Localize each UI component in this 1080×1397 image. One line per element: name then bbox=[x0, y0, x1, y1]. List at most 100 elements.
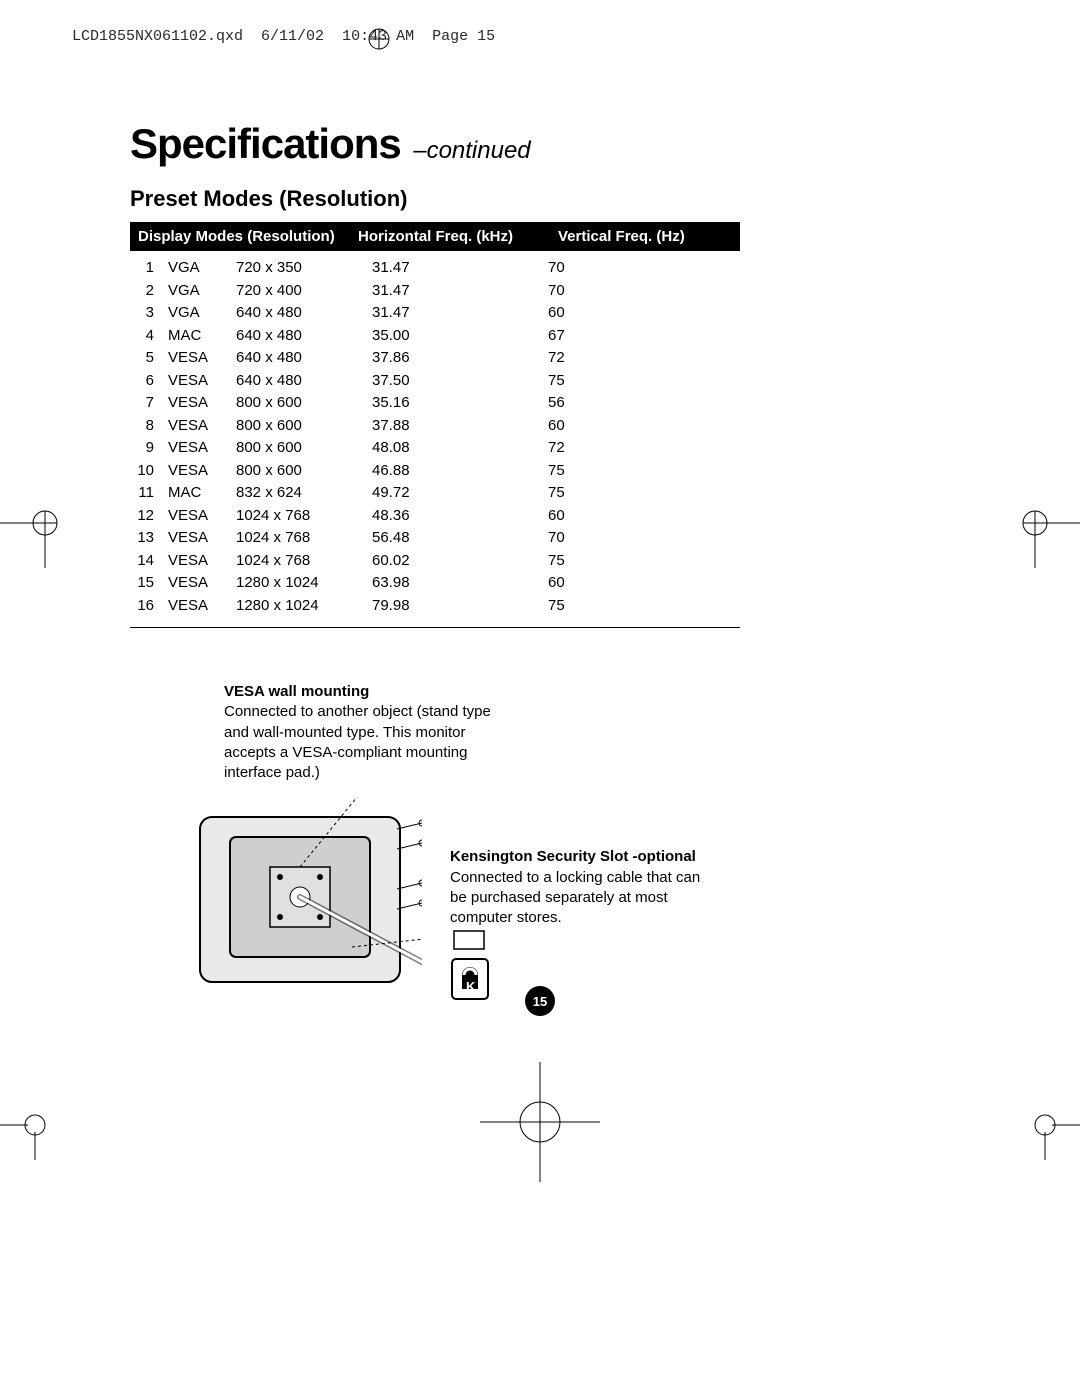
cell-vfreq: 72 bbox=[526, 437, 606, 460]
table-row: 12VESA1024 x 76848.3660 bbox=[130, 505, 740, 528]
kensington-title: Kensington Security Slot -optional bbox=[450, 848, 696, 865]
cell-vfreq: 60 bbox=[526, 572, 606, 595]
cell-idx: 15 bbox=[130, 572, 168, 595]
crop-mark-bl bbox=[0, 1090, 70, 1160]
cell-vfreq: 75 bbox=[526, 482, 606, 505]
vesa-body: Connected to another object (stand type … bbox=[224, 703, 491, 781]
cell-vfreq: 56 bbox=[526, 392, 606, 415]
cell-idx: 6 bbox=[130, 370, 168, 393]
cell-idx: 5 bbox=[130, 347, 168, 370]
cell-hfreq: 37.50 bbox=[356, 370, 526, 393]
cell-resolution: 832 x 624 bbox=[236, 482, 356, 505]
cell-vfreq: 75 bbox=[526, 550, 606, 573]
cell-idx: 16 bbox=[130, 595, 168, 618]
cell-standard: VESA bbox=[168, 392, 236, 415]
cell-resolution: 720 x 400 bbox=[236, 280, 356, 303]
cell-hfreq: 31.47 bbox=[356, 280, 526, 303]
cell-idx: 10 bbox=[130, 460, 168, 483]
page-content: Specifications –continued Preset Modes (… bbox=[130, 120, 740, 1057]
table-row: 11MAC832 x 62449.7275 bbox=[130, 482, 740, 505]
header-pageref: Page 15 bbox=[432, 28, 495, 45]
kensington-lock-icon: K bbox=[450, 929, 520, 1009]
cell-resolution: 800 x 600 bbox=[236, 460, 356, 483]
svg-text:K: K bbox=[466, 979, 476, 994]
crop-mark-left bbox=[0, 478, 90, 568]
table-row: 8VESA800 x 60037.8860 bbox=[130, 415, 740, 438]
title-suffix: –continued bbox=[413, 137, 530, 164]
cell-hfreq: 48.08 bbox=[356, 437, 526, 460]
cell-vfreq: 75 bbox=[526, 595, 606, 618]
cell-standard: VGA bbox=[168, 280, 236, 303]
kensington-body: Connected to a locking cable that can be… bbox=[450, 869, 700, 927]
cell-resolution: 640 x 480 bbox=[236, 325, 356, 348]
cell-hfreq: 60.02 bbox=[356, 550, 526, 573]
cell-vfreq: 75 bbox=[526, 460, 606, 483]
cell-hfreq: 37.86 bbox=[356, 347, 526, 370]
cell-hfreq: 46.88 bbox=[356, 460, 526, 483]
cell-hfreq: 35.16 bbox=[356, 392, 526, 415]
table-row: 3VGA640 x 48031.4760 bbox=[130, 302, 740, 325]
table-row: 7VESA800 x 60035.1656 bbox=[130, 392, 740, 415]
crop-mark-br bbox=[1010, 1090, 1080, 1160]
cell-vfreq: 70 bbox=[526, 257, 606, 280]
header-filename: LCD1855NX061102.qxd bbox=[72, 28, 243, 45]
vesa-title: VESA wall mounting bbox=[224, 683, 369, 700]
table-row: 5VESA640 x 48037.8672 bbox=[130, 347, 740, 370]
cell-resolution: 640 x 480 bbox=[236, 347, 356, 370]
cell-vfreq: 75 bbox=[526, 370, 606, 393]
cell-idx: 11 bbox=[130, 482, 168, 505]
cell-idx: 2 bbox=[130, 280, 168, 303]
subtitle: Preset Modes (Resolution) bbox=[130, 186, 740, 212]
cell-standard: VESA bbox=[168, 347, 236, 370]
cell-idx: 9 bbox=[130, 437, 168, 460]
cell-vfreq: 60 bbox=[526, 302, 606, 325]
cell-idx: 7 bbox=[130, 392, 168, 415]
cell-vfreq: 72 bbox=[526, 347, 606, 370]
cell-standard: VESA bbox=[168, 460, 236, 483]
table-body: 1VGA720 x 35031.47702VGA720 x 40031.4770… bbox=[130, 251, 740, 628]
cell-standard: MAC bbox=[168, 325, 236, 348]
cell-vfreq: 60 bbox=[526, 505, 606, 528]
cell-hfreq: 35.00 bbox=[356, 325, 526, 348]
table-row: 4MAC640 x 48035.0067 bbox=[130, 325, 740, 348]
cell-standard: VGA bbox=[168, 257, 236, 280]
table-row: 13VESA1024 x 76856.4870 bbox=[130, 527, 740, 550]
cell-idx: 1 bbox=[130, 257, 168, 280]
th-hfreq: Horizontal Freq. (kHz) bbox=[358, 228, 558, 245]
cell-standard: VESA bbox=[168, 595, 236, 618]
cell-resolution: 1280 x 1024 bbox=[236, 595, 356, 618]
cell-idx: 14 bbox=[130, 550, 168, 573]
cell-hfreq: 79.98 bbox=[356, 595, 526, 618]
cell-standard: VESA bbox=[168, 572, 236, 595]
table-row: 6VESA640 x 48037.5075 bbox=[130, 370, 740, 393]
table-row: 10VESA800 x 60046.8875 bbox=[130, 460, 740, 483]
table-row: 2VGA720 x 40031.4770 bbox=[130, 280, 740, 303]
cell-standard: VGA bbox=[168, 302, 236, 325]
cell-hfreq: 31.47 bbox=[356, 257, 526, 280]
cell-idx: 8 bbox=[130, 415, 168, 438]
cell-standard: VESA bbox=[168, 505, 236, 528]
cell-hfreq: 48.36 bbox=[356, 505, 526, 528]
header-time: 10:43 AM bbox=[342, 28, 414, 45]
vesa-feature: VESA wall mounting Connected to another … bbox=[224, 682, 514, 783]
crop-mark-right bbox=[990, 478, 1080, 568]
cell-hfreq: 31.47 bbox=[356, 302, 526, 325]
cell-resolution: 800 x 600 bbox=[236, 415, 356, 438]
cell-standard: VESA bbox=[168, 437, 236, 460]
print-header: LCD1855NX061102.qxd 6/11/02 10:43 AM Pag… bbox=[72, 28, 495, 45]
crop-mark-bottom bbox=[480, 1062, 600, 1182]
cell-hfreq: 37.88 bbox=[356, 415, 526, 438]
cell-idx: 4 bbox=[130, 325, 168, 348]
cell-vfreq: 60 bbox=[526, 415, 606, 438]
page-title: Specifications –continued bbox=[130, 120, 740, 168]
table-header: Display Modes (Resolution) Horizontal Fr… bbox=[130, 222, 740, 251]
cell-hfreq: 63.98 bbox=[356, 572, 526, 595]
cell-standard: VESA bbox=[168, 527, 236, 550]
cell-resolution: 1024 x 768 bbox=[236, 505, 356, 528]
kensington-feature: Kensington Security Slot -optional Conne… bbox=[450, 847, 710, 928]
th-vfreq: Vertical Freq. (Hz) bbox=[558, 228, 718, 245]
cell-hfreq: 49.72 bbox=[356, 482, 526, 505]
title-main: Specifications bbox=[130, 120, 401, 167]
cell-resolution: 720 x 350 bbox=[236, 257, 356, 280]
table-row: 9VESA800 x 60048.0872 bbox=[130, 437, 740, 460]
